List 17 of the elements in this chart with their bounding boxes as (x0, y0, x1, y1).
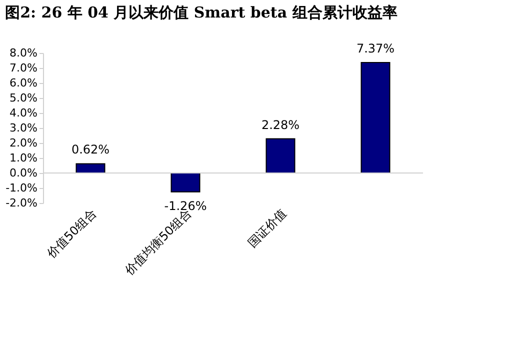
y-tick-label: 8.0% (10, 46, 38, 60)
data-label: 7.37% (356, 41, 395, 56)
y-tick-label: 7.0% (10, 62, 38, 74)
x-tick-label: 价值50组合 (44, 206, 99, 262)
y-tick-label: 6.0% (10, 76, 38, 90)
y-tick-label: 1.0% (10, 152, 38, 164)
chart-title: 图2: 26 年 04 月以来价值 Smart beta 组合累计收益率 (5, 3, 398, 22)
y-tick-label: 0.0% (10, 166, 38, 180)
y-tick-label: 2.0% (10, 136, 38, 150)
y-tick-label: -1.0% (6, 182, 38, 194)
data-label: 0.62% (71, 142, 110, 157)
y-tick-label: -2.0% (6, 196, 38, 210)
x-tick-label: 国证价值 (245, 206, 289, 250)
y-tick-label: 4.0% (10, 106, 38, 120)
data-label: 2.28% (261, 118, 300, 132)
y-tick-label: 3.0% (10, 122, 38, 134)
y-tick-label: 5.0% (10, 92, 38, 104)
